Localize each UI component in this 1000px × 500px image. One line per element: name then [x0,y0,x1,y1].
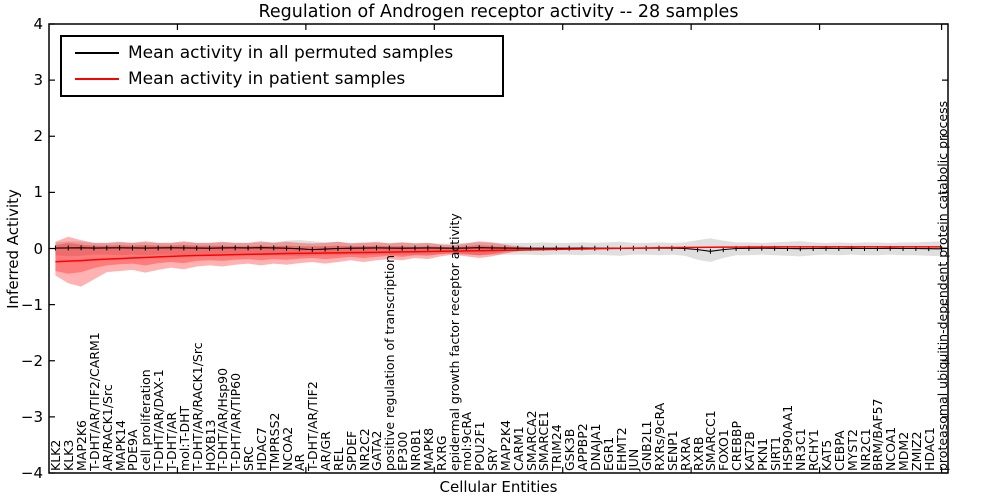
x-tick-label: CARM1 [510,426,526,471]
x-tick-label: SPDEF [343,430,359,471]
y-tick-label: −4 [20,464,43,482]
x-tick-label: EGR1 [600,436,616,471]
y-tick-label: 0 [33,239,43,258]
x-tick-label: T-DHT/AR/RACK1/Src [189,342,205,471]
x-tick-label: RXRG [433,435,449,471]
y-tick-label: 3 [33,71,43,90]
chart-title: Regulation of Androgen receptor activity… [258,2,739,22]
legend: Mean activity in all permuted samples Me… [60,35,504,97]
legend-label: Mean activity in all permuted samples [128,43,454,63]
x-tick-label: DNAJA1 [587,423,603,472]
x-tick-label: mol:T-DHT [176,405,192,471]
x-tick-label: MYST2 [844,429,860,471]
x-tick-label: REL [330,447,346,471]
x-tick-label: SENP1 [664,430,680,471]
x-tick-label: CEBPA [831,430,847,472]
legend-label: Mean activity in patient samples [128,69,406,89]
x-tick-label: proteasomal ubiquitin-dependent protein … [934,100,950,471]
x-tick-label: MAPK8 [420,427,436,471]
y-tick-label: −3 [20,407,43,426]
y-tick-label: −1 [20,295,43,314]
patient-line-sample [75,78,119,80]
x-tick-label: MAP2K4 [497,420,513,471]
x-tick-label: HDAC1 [921,427,937,471]
x-tick-label: ZMIZ2 [908,431,924,471]
x-tick-label: RXRA [677,437,693,471]
legend-item-permuted: Mean activity in all permuted samples [75,43,502,63]
y-tick-label: 1 [33,183,43,202]
x-axis-label: Cellular Entities [439,478,558,496]
x-tick-label: PKN1 [754,437,770,471]
y-tick-label: 2 [33,127,43,146]
series-line-0 [55,247,942,252]
patient-samples-range-inner-band [55,242,531,274]
y-tick-label: −2 [20,351,43,370]
x-tick-label: HDAC7 [253,427,269,471]
series-line-1 [55,246,942,263]
x-tick-label: KAT2B [741,431,757,471]
x-tick-label: T-DHT/AR/TIF2/CARM1 [86,332,102,471]
x-tick-label: AR/RACK1/Src [99,384,115,471]
permuted-line-sample [75,52,119,54]
y-tick-label: 4 [33,15,43,33]
patient-samples-range-outer-band [55,236,531,287]
x-tick-label: TMPRSS2 [266,412,282,471]
legend-item-patient: Mean activity in patient samples [75,69,502,89]
